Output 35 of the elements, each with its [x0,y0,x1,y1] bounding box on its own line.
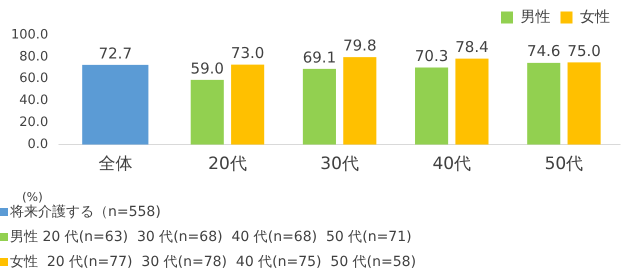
legend-label: 男性 [520,7,550,26]
bar [343,57,376,145]
y-tick-label: 40.0 [19,93,48,108]
bar [455,58,489,145]
x-tick-label: 40代 [432,154,472,174]
data-label: 73.0 [230,44,264,62]
data-label: 75.0 [567,42,601,60]
y-tick-label: 80.0 [19,49,48,64]
bar [82,64,148,145]
bar [231,64,264,145]
bar [527,62,560,145]
x-tick-label: 20代 [208,154,247,174]
y-tick-label: 0.0 [28,136,48,152]
legend-label: 女性 [580,7,610,26]
y-tick-label: 100.0 [11,27,48,42]
bar [190,80,224,145]
bar [415,68,448,145]
text: 女性 20 代(n=77) 30 代(n=78) 40 代(n=75) 50 代(n=58) [10,252,416,270]
y-tick-label: 20.0 [19,115,48,130]
data-label: 70.3 [414,46,448,65]
text: 男性 20 代(n=63) 30 代(n=68) 40 代(n=68) 50 代(n=71) [10,228,412,246]
data-label: 78.4 [455,38,489,56]
data-label: 69.1 [302,48,336,66]
y-axis-title: (%) [22,190,43,204]
bar [302,68,336,145]
data-label: 59.0 [190,59,224,78]
text: 将来介護する（n=558) [10,203,161,220]
x-tick-label: 全体 [98,154,132,174]
data-label: 74.6 [527,42,560,60]
bar [568,62,601,145]
x-tick-label: 50代 [544,154,584,174]
y-tick-label: 60.0 [19,71,48,86]
data-label: 72.7 [98,44,132,62]
data-label: 79.8 [343,36,376,55]
x-tick-label: 30代 [320,154,359,174]
